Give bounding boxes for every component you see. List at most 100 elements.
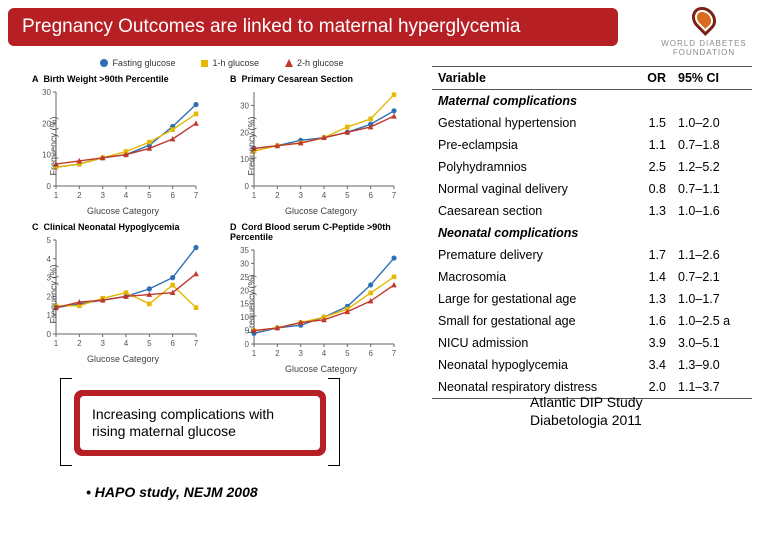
cell-ci: 1.0–1.7 [672,288,752,310]
cell-ci: 0.7–2.1 [672,266,752,288]
callout-box: Increasing complications with rising mat… [74,390,326,456]
cell-ci: 1.1–2.6 [672,244,752,266]
legend-item: Fasting glucose [100,58,175,68]
cell-variable: Polyhydramnios [432,156,624,178]
legend-marker-icon [285,59,293,67]
svg-text:6: 6 [368,349,373,358]
svg-text:5: 5 [47,236,52,245]
svg-text:3: 3 [100,191,105,200]
plot-area: Frequency (%) 0123451234567 [32,234,202,354]
svg-text:5: 5 [345,191,350,200]
svg-text:0: 0 [245,340,250,349]
cell-or: 3.9 [624,332,672,354]
plot-area: Frequency (%) 01020301234567 [32,86,202,206]
svg-text:30: 30 [240,101,249,110]
svg-text:3: 3 [298,191,303,200]
table-row: Small for gestational age 1.6 1.0–2.5 a [432,310,752,332]
atlantic-l2: Diabetologia 2011 [530,412,642,428]
table-row: Caesarean section 1.3 1.0–1.6 [432,200,752,222]
chart-panel-A: A Birth Weight >90th Percentile Frequenc… [32,74,214,216]
table-row: Neonatal hypoglycemia 3.4 1.3–9.0 [432,354,752,376]
svg-text:5: 5 [147,339,152,348]
table-row: Normal vaginal delivery 0.8 0.7–1.1 [432,178,752,200]
bracket-right-icon [328,378,340,466]
cell-ci: 1.2–5.2 [672,156,752,178]
cell-variable: Pre-eclampsia [432,134,624,156]
atlantic-l1: Atlantic DIP Study [530,394,643,410]
svg-text:3: 3 [298,349,303,358]
cell-or: 1.4 [624,266,672,288]
cell-or: 1.1 [624,134,672,156]
cell-variable: Gestational hypertension [432,112,624,134]
table-row: NICU admission 3.9 3.0–5.1 [432,332,752,354]
legend-label: 2-h glucose [297,58,344,68]
cell-or: 1.3 [624,288,672,310]
svg-text:1: 1 [54,339,59,348]
panel-title: B Primary Cesarean Section [230,74,412,84]
svg-text:30: 30 [42,88,51,97]
y-axis-label: Frequency (%) [49,116,59,175]
cell-ci: 1.0–2.0 [672,112,752,134]
svg-text:4: 4 [124,339,129,348]
title-banner: Pregnancy Outcomes are linked to materna… [8,8,618,46]
svg-text:1: 1 [252,191,257,200]
cell-ci: 1.3–9.0 [672,354,752,376]
table-row: Large for gestational age 1.3 1.0–1.7 [432,288,752,310]
plot-area: Frequency (%) 01020301234567 [230,86,400,206]
wdf-text: WORLD DIABETES FOUNDATION [644,39,764,57]
cell-ci: 0.7–1.1 [672,178,752,200]
hapo-cite: • HAPO study, NEJM 2008 [86,484,258,500]
svg-text:3: 3 [100,339,105,348]
outcomes-table: Variable OR 95% CI Maternal complication… [432,67,752,398]
cell-variable: Macrosomia [432,266,624,288]
callout-text: Increasing complications with rising mat… [80,396,320,450]
svg-text:4: 4 [47,255,52,264]
legend-item: 2-h glucose [285,58,344,68]
bracket-left-icon [60,378,72,466]
svg-text:2: 2 [275,191,280,200]
svg-text:7: 7 [194,191,199,200]
table-row: Macrosomia 1.4 0.7–2.1 [432,266,752,288]
panel-title: A Birth Weight >90th Percentile [32,74,214,84]
drop-icon [687,2,721,36]
table-row: Premature delivery 1.7 1.1–2.6 [432,244,752,266]
table-row: Pre-eclampsia 1.1 0.7–1.8 [432,134,752,156]
svg-text:0: 0 [47,182,52,191]
callout-l1: Increasing complications with [92,406,274,422]
legend-marker-icon [100,59,108,67]
cell-variable: Normal vaginal delivery [432,178,624,200]
charts-block: Fasting glucose 1-h glucose 2-h glucose A … [32,58,412,374]
x-axis-label: Glucose Category [230,206,412,216]
cell-variable: NICU admission [432,332,624,354]
svg-text:7: 7 [194,339,199,348]
legend-label: 1-h glucose [212,58,259,68]
table-section-row: Neonatal complications [432,222,752,244]
svg-text:6: 6 [170,339,175,348]
svg-text:1: 1 [54,191,59,200]
svg-text:0: 0 [47,330,52,339]
svg-text:7: 7 [392,191,397,200]
page-title: Pregnancy Outcomes are linked to materna… [22,16,520,38]
plot-area: Frequency (%) 051015202530351234567 [230,244,400,364]
panel-title: C Clinical Neonatal Hypoglycemia [32,222,214,232]
x-axis-label: Glucose Category [32,354,214,364]
cell-or: 1.7 [624,244,672,266]
table-section-row: Maternal complications [432,90,752,113]
cell-variable: Premature delivery [432,244,624,266]
section-title: Neonatal complications [432,222,752,244]
outcomes-tbody: Maternal complicationsGestational hypert… [432,90,752,399]
cell-variable: Small for gestational age [432,310,624,332]
x-axis-label: Glucose Category [230,364,412,374]
atlantic-cite: Atlantic DIP Study Diabetologia 2011 [530,394,643,429]
chart-panel-C: C Clinical Neonatal Hypoglycemia Frequen… [32,222,214,374]
table-row: Gestational hypertension 1.5 1.0–2.0 [432,112,752,134]
cell-variable: Caesarean section [432,200,624,222]
cell-ci: 1.0–2.5 a [672,310,752,332]
svg-text:2: 2 [77,339,82,348]
cell-ci: 3.0–5.1 [672,332,752,354]
legend-item: 1-h glucose [201,58,259,68]
svg-text:30: 30 [240,259,249,268]
table-row: Polyhydramnios 2.5 1.2–5.2 [432,156,752,178]
th-variable: Variable [432,67,624,90]
th-or: OR [624,67,672,90]
